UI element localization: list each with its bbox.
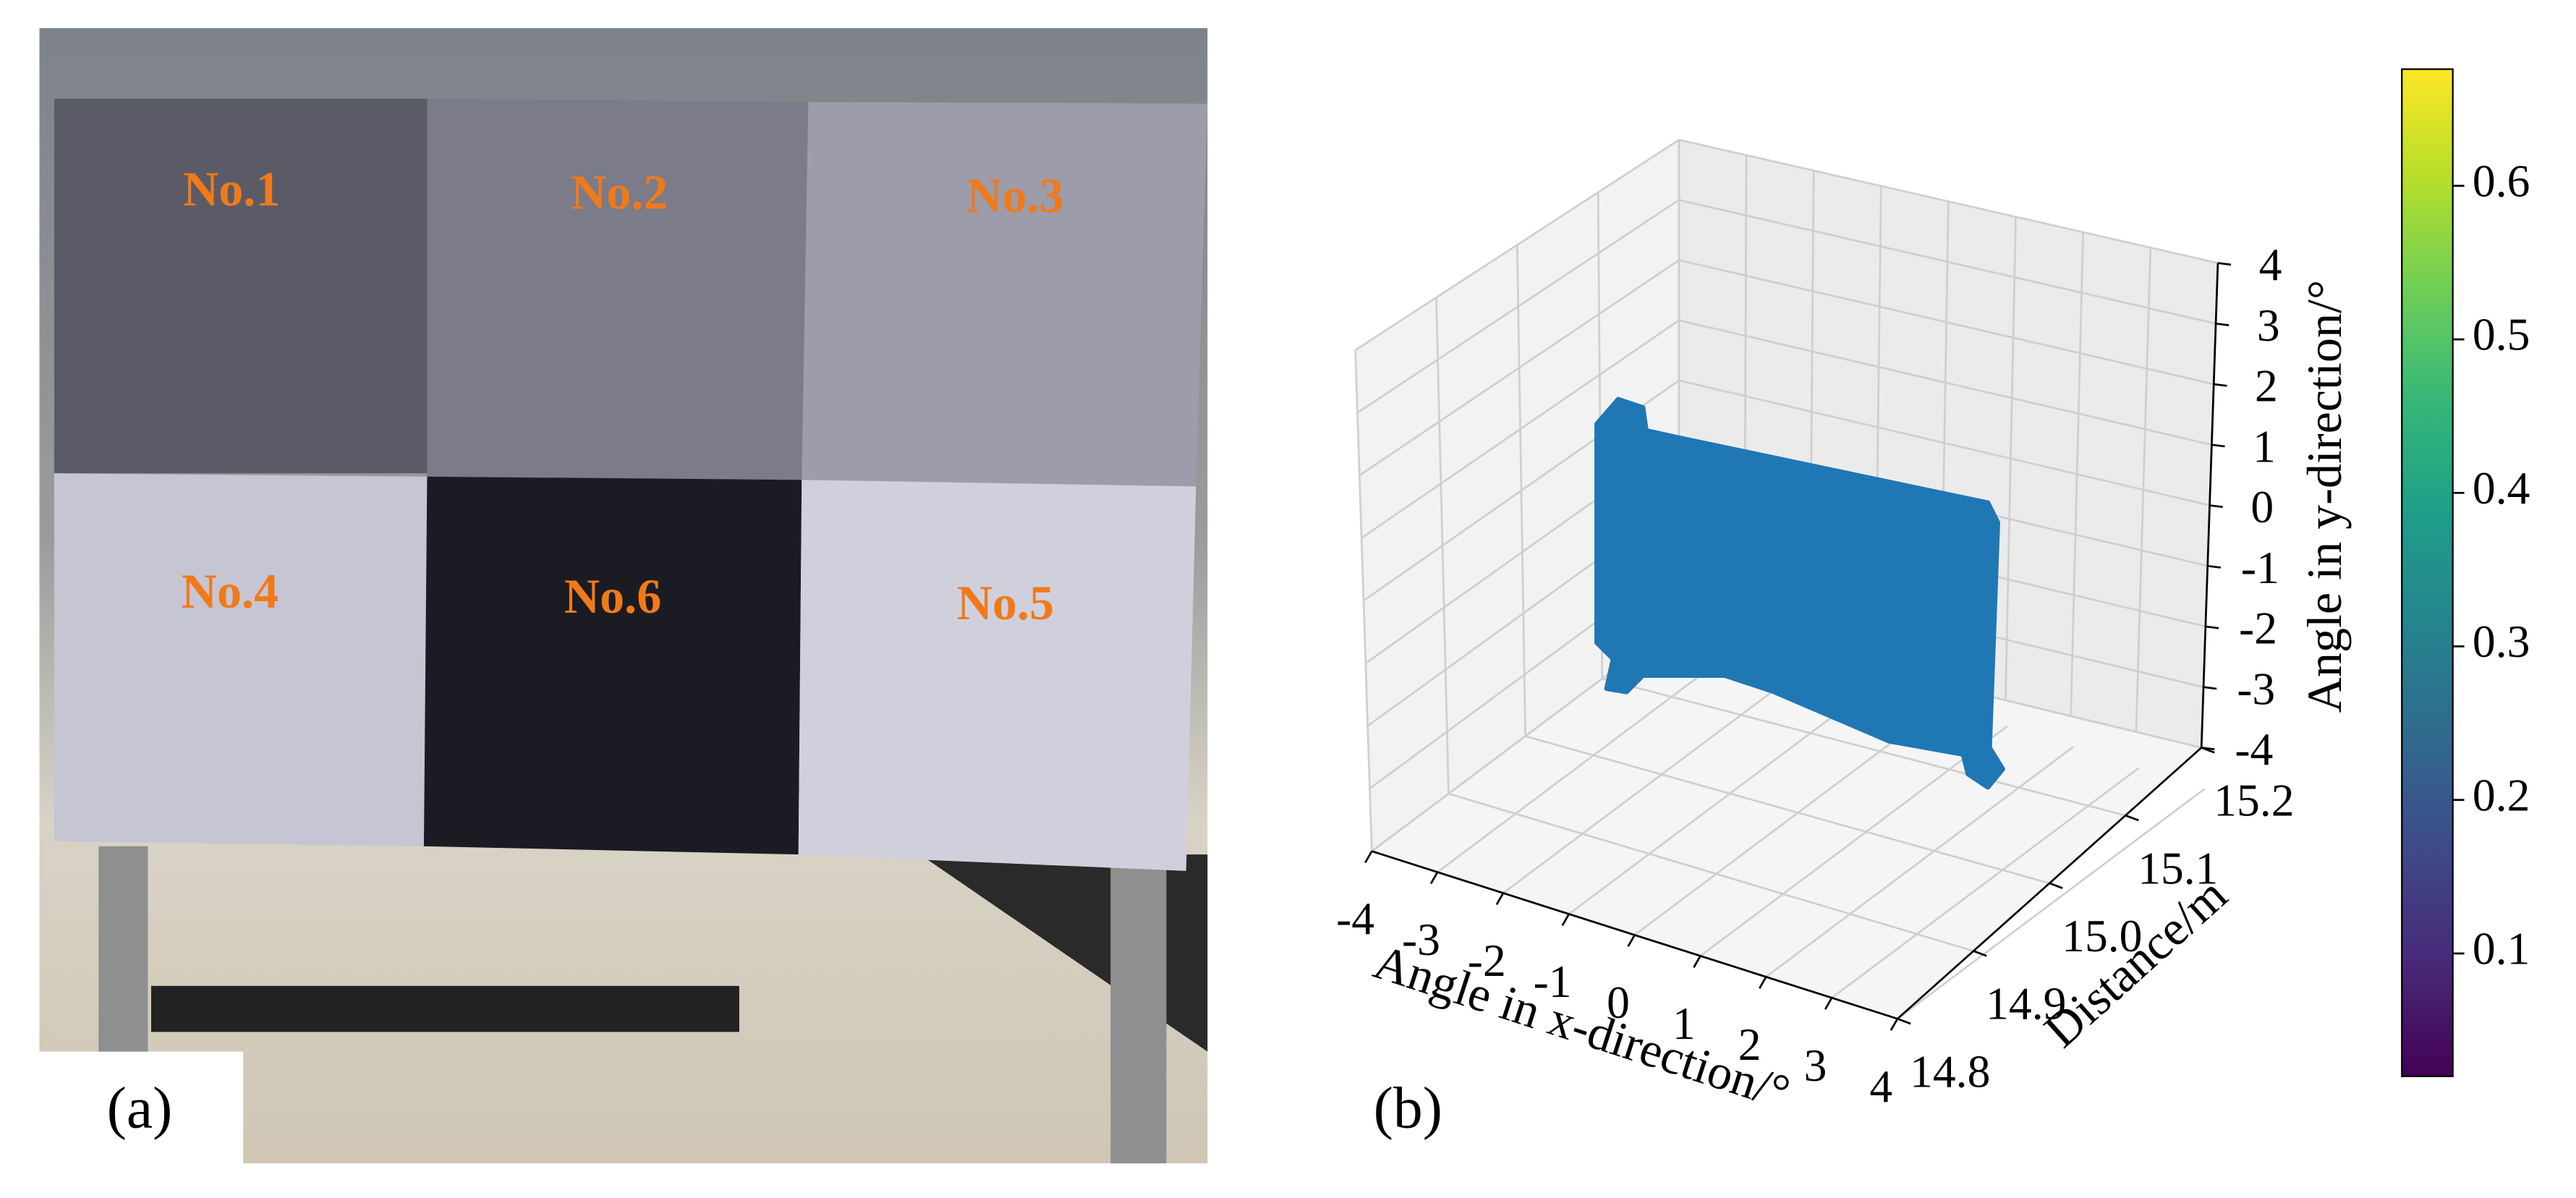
- point-cloud: [1594, 396, 2005, 790]
- tick-mark: [2125, 814, 2139, 822]
- tick-label: -4: [2235, 723, 2273, 775]
- tick-mark: [1364, 850, 1373, 864]
- tick-mark: [1693, 955, 1701, 968]
- tick-mark: [2209, 504, 2223, 509]
- grid-line: [1897, 788, 2206, 1020]
- patch-label: No.3: [966, 168, 1063, 223]
- grid-line: [1356, 199, 1680, 414]
- floor-strip: [150, 985, 739, 1032]
- tick-label: 4: [2259, 239, 2282, 290]
- patch-label: No.6: [564, 569, 661, 624]
- tick-label: 2: [2255, 360, 2278, 412]
- tick-label: -3: [2237, 663, 2275, 714]
- grid-line: [1448, 792, 1974, 952]
- tick-mark: [2217, 262, 2232, 266]
- grid-line: [1678, 259, 2214, 386]
- tick-label: 15.0: [2062, 910, 2142, 961]
- colorbar-tick-label: 0.6: [2473, 155, 2530, 206]
- patch: [54, 473, 428, 846]
- tick-mark: [2205, 625, 2219, 629]
- tick-mark: [2207, 564, 2222, 569]
- tick-label: 14.9: [1986, 978, 2066, 1029]
- tick-label: 3: [1804, 1040, 1827, 1091]
- tick-label: 4: [1869, 1061, 1892, 1112]
- tick-mark: [1429, 871, 1439, 885]
- tick-mark: [1759, 976, 1767, 989]
- tick-mark: [1495, 892, 1505, 906]
- tick-label: 1: [2253, 420, 2276, 472]
- tick-mark: [1824, 997, 1833, 1010]
- grid-line: [1678, 319, 2212, 446]
- tick-mark: [2049, 882, 2063, 889]
- axis-line: [2200, 263, 2219, 748]
- tick-mark: [2203, 686, 2217, 690]
- colorbar: [2401, 68, 2454, 1077]
- grid-line: [1699, 725, 2009, 957]
- tick-label: 15.1: [2138, 842, 2218, 893]
- tick-label: 3: [2257, 300, 2280, 351]
- z-axis-label: Angle in y-direction/°: [2297, 280, 2352, 713]
- grid-line: [1568, 683, 1877, 915]
- grid-line: [1361, 319, 1680, 539]
- tick-mark: [1890, 1018, 1899, 1031]
- grid-line: [1354, 139, 1680, 352]
- tick-mark: [1973, 950, 1987, 957]
- tick-label: -4: [1336, 893, 1374, 944]
- grid-line: [1678, 379, 2210, 506]
- tick-label: -3: [1402, 914, 1440, 965]
- grid-line: [1602, 677, 2126, 817]
- colorbar-tick-label: 0.2: [2473, 769, 2530, 820]
- stand-leg: [1110, 854, 1167, 1164]
- tick-label: 0: [2250, 481, 2274, 532]
- tick-mark: [1627, 934, 1636, 948]
- tick-label: -2: [2239, 603, 2277, 654]
- colorbar-tick-label: 0.3: [2473, 616, 2530, 667]
- axis-line: [1371, 747, 2203, 1020]
- grid-line: [1525, 735, 2050, 885]
- tick-label: -1: [1534, 956, 1572, 1007]
- grid-line: [1359, 259, 1680, 477]
- tick-label: -1: [2241, 542, 2279, 593]
- patch: [423, 476, 802, 855]
- tick-label: 2: [1738, 1019, 1761, 1070]
- colorbar-tick-label: 0.4: [2473, 462, 2530, 514]
- patch: [802, 102, 1208, 487]
- tick-mark: [1897, 1017, 1911, 1025]
- grid-line: [1678, 199, 2216, 325]
- tick-mark: [1561, 913, 1570, 927]
- tick-mark: [2201, 747, 2215, 751]
- grid-line: [1437, 641, 1746, 873]
- patch-label: No.4: [182, 564, 279, 619]
- grid-line: [1678, 138, 2219, 264]
- panel-label: (b): [1374, 1075, 1442, 1141]
- colorbar-tick-label: 0.5: [2473, 309, 2530, 360]
- patch: [798, 480, 1196, 871]
- label-box: [39, 1051, 244, 1165]
- tick-label: 15.2: [2214, 775, 2294, 826]
- patch: [54, 98, 428, 474]
- patch-label: No.5: [957, 575, 1054, 630]
- grid-line: [1765, 746, 2074, 978]
- tick-label: 14.8: [1910, 1045, 1990, 1097]
- tick-label: -2: [1468, 935, 1506, 986]
- patch-label: No.2: [571, 164, 668, 219]
- patch: [427, 98, 809, 480]
- colorbar-tick-label: 0.1: [2473, 923, 2530, 974]
- tick-mark: [2211, 443, 2225, 448]
- tick-label: 0: [1607, 977, 1630, 1028]
- patch-label: No.1: [183, 161, 280, 216]
- tick-label: 1: [1672, 998, 1696, 1049]
- tick-mark: [2214, 383, 2227, 387]
- panel-label: (a): [107, 1075, 173, 1141]
- photo: No.1 No.2 No.3 No.4 No.6 No.5 (a): [39, 27, 1208, 1165]
- tick-mark: [2215, 322, 2229, 326]
- grid-line: [1502, 662, 1811, 894]
- plot-3d: [1354, 138, 2232, 1031]
